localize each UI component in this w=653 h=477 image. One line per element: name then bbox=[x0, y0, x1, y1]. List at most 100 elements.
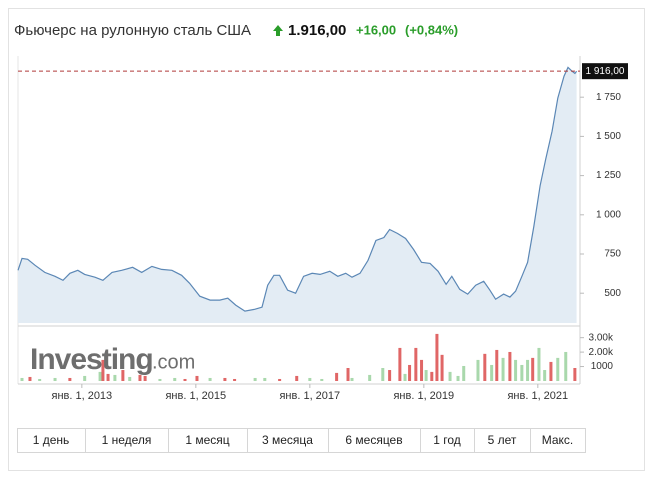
x-tick-label: янв. 1, 2021 bbox=[507, 390, 568, 402]
volume-bar bbox=[68, 377, 72, 381]
volume-bar bbox=[424, 370, 428, 381]
y-tick-label: 1 250 bbox=[596, 170, 621, 181]
range-button[interactable]: 1 месяц bbox=[168, 428, 248, 453]
button-box bbox=[247, 428, 329, 453]
volume-bar bbox=[308, 377, 312, 381]
volume-bar bbox=[549, 361, 553, 381]
range-button[interactable]: 5 лет bbox=[474, 428, 531, 453]
volume-bar bbox=[430, 371, 434, 381]
button-label: 6 месяцев bbox=[345, 433, 402, 447]
volume-bar bbox=[263, 377, 267, 381]
volume-bar bbox=[195, 375, 199, 381]
volume-bar bbox=[28, 376, 32, 381]
volume-bar bbox=[573, 368, 577, 381]
volume-bar bbox=[381, 368, 385, 381]
volume-bar bbox=[495, 349, 499, 381]
volume-bar bbox=[20, 377, 24, 381]
y-tick-label: 1 000 bbox=[596, 209, 621, 220]
volume-bar bbox=[543, 370, 547, 381]
volume-bar bbox=[408, 364, 412, 381]
area-fill bbox=[18, 67, 577, 324]
current-price-label: 1 916,00 bbox=[586, 66, 625, 77]
button-box bbox=[420, 428, 475, 453]
volume-bar bbox=[526, 359, 530, 381]
volume-bar bbox=[278, 378, 282, 381]
button-label: 1 неделя bbox=[102, 433, 152, 447]
volume-bar bbox=[368, 374, 372, 381]
volume-bar bbox=[101, 359, 105, 381]
volume-bar bbox=[508, 351, 512, 381]
x-tick-label: янв. 1, 2013 bbox=[51, 390, 112, 402]
volume-bar bbox=[183, 378, 187, 381]
x-tick-label: янв. 1, 2017 bbox=[279, 390, 340, 402]
current-price-box bbox=[582, 63, 628, 80]
logo-suffix: .com bbox=[152, 351, 195, 373]
button-label: 1 месяц bbox=[185, 433, 229, 447]
volume-bar bbox=[388, 370, 392, 381]
up-arrow bbox=[273, 25, 283, 36]
volume-bar bbox=[403, 373, 407, 381]
button-box bbox=[328, 428, 421, 453]
volume-bar bbox=[208, 377, 212, 381]
volume-bar bbox=[98, 371, 102, 381]
volume-bar bbox=[514, 359, 518, 381]
y-tick-label: 1 500 bbox=[596, 131, 621, 142]
volume-bar bbox=[398, 347, 402, 381]
x-tick-label: янв. 1, 2019 bbox=[393, 390, 454, 402]
volume-bar bbox=[128, 376, 132, 381]
volume-bar bbox=[138, 374, 142, 381]
volume-bar bbox=[456, 375, 460, 381]
range-button[interactable]: Макс. bbox=[530, 428, 586, 453]
button-box bbox=[530, 428, 586, 453]
volume-bar bbox=[490, 364, 494, 381]
range-button[interactable]: 1 день bbox=[17, 428, 86, 453]
button-label: Макс. bbox=[542, 433, 574, 447]
logo: Investing .com bbox=[30, 343, 195, 376]
volume-bar bbox=[38, 378, 42, 381]
range-button[interactable]: 3 месяца bbox=[247, 428, 329, 453]
x-tick-label: янв. 1, 2015 bbox=[165, 390, 226, 402]
range-button[interactable]: 1 год bbox=[420, 428, 475, 453]
volume-bar bbox=[173, 377, 177, 381]
volume-bar bbox=[233, 378, 237, 381]
volume-bar bbox=[121, 370, 125, 381]
button-box bbox=[85, 428, 169, 453]
button-box bbox=[17, 428, 86, 453]
y-tick-label: 750 bbox=[604, 249, 621, 260]
button-box bbox=[474, 428, 531, 453]
volume-bar bbox=[435, 333, 439, 381]
volume-bar bbox=[158, 378, 162, 381]
volume-bar bbox=[564, 351, 568, 381]
volume-bar bbox=[537, 347, 541, 381]
button-label: 3 месяца bbox=[262, 433, 313, 447]
logo-name: Investing bbox=[30, 343, 153, 376]
volume-bar bbox=[556, 357, 560, 381]
volume-bar bbox=[476, 359, 480, 381]
volume-bar bbox=[143, 375, 147, 381]
button-box bbox=[168, 428, 248, 453]
volume-bar bbox=[335, 372, 339, 381]
volume-bar bbox=[448, 371, 452, 381]
title: Фьючерс на рулонную сталь США bbox=[14, 22, 251, 39]
volume-bar bbox=[320, 378, 324, 381]
volume-bar bbox=[113, 374, 117, 381]
y-tick-label: 1 750 bbox=[596, 92, 621, 103]
volume-bar bbox=[501, 357, 505, 381]
range-button[interactable]: 6 месяцев bbox=[328, 428, 421, 453]
y-tick-label: 500 bbox=[604, 288, 621, 299]
volume-bar bbox=[223, 377, 227, 381]
volume-bar bbox=[83, 375, 87, 381]
price: 1.916,00 bbox=[288, 22, 346, 39]
volume-bar bbox=[420, 359, 424, 381]
button-label: 5 лет bbox=[488, 433, 517, 447]
button-label: 1 день bbox=[33, 433, 70, 447]
range-button[interactable]: 1 неделя bbox=[85, 428, 169, 453]
y-tick-label: 1000 bbox=[591, 361, 614, 372]
volume-bar bbox=[520, 364, 524, 381]
button-label: 1 год bbox=[433, 433, 461, 447]
volume-bar bbox=[350, 377, 354, 381]
volume-bar bbox=[462, 365, 466, 381]
volume-bar bbox=[483, 353, 487, 381]
